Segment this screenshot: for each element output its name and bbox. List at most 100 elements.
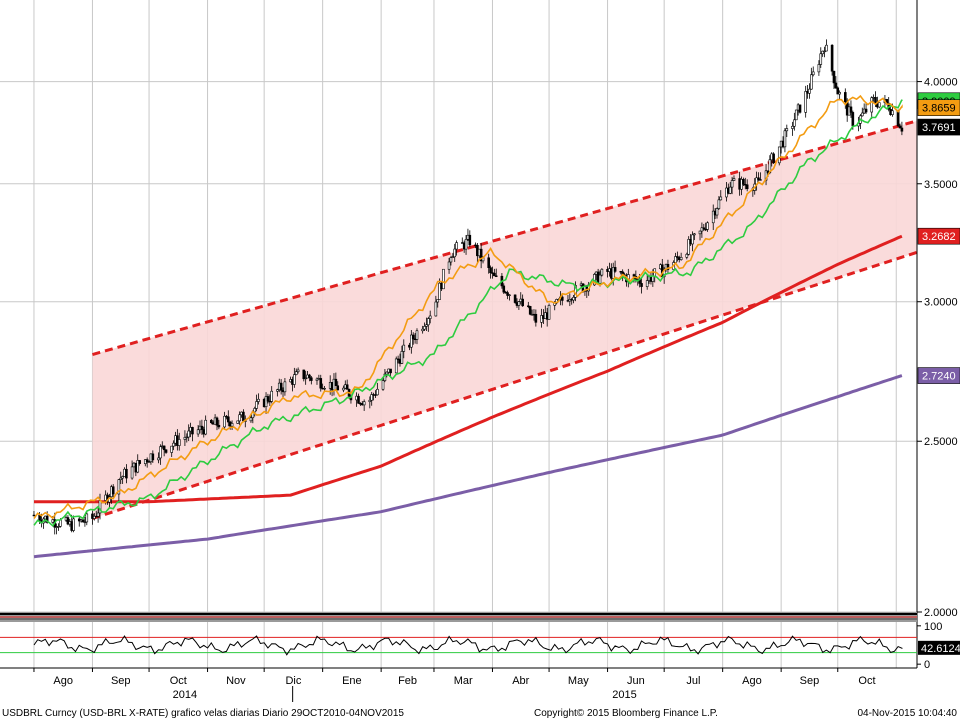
candle-body	[138, 460, 141, 464]
candle-body	[370, 394, 374, 401]
value-badge-text: 3.8659	[922, 103, 956, 115]
candle-body	[693, 233, 696, 236]
candle-body	[728, 186, 732, 194]
candle-body	[83, 521, 87, 524]
candle-body	[196, 429, 200, 435]
candle-body	[425, 324, 428, 327]
candle-body	[177, 439, 181, 446]
candle-body	[864, 108, 868, 113]
candle-body	[870, 97, 874, 113]
candle-body	[294, 371, 298, 375]
candle-body	[270, 390, 274, 402]
candle-body	[334, 378, 338, 387]
candle-body	[185, 436, 189, 439]
candle-body	[111, 486, 115, 495]
candle-body	[66, 517, 70, 525]
x-axis: Ago Sep Oct Nov Dic Ene Feb Mar Abr May Jun Jul Ago S…	[0, 667, 917, 702]
value-badge	[917, 99, 960, 116]
x-axis-year-labels: 2014 2015	[173, 686, 637, 702]
candle-body	[204, 419, 207, 435]
candle-body	[830, 44, 834, 72]
candle-body	[793, 119, 796, 127]
candle-body	[794, 109, 798, 121]
candle-body	[785, 128, 789, 132]
y-tick-label: 3.5000	[924, 179, 958, 191]
x-tick-label: Feb	[398, 675, 417, 687]
candle-body	[851, 112, 855, 127]
candle-body	[832, 70, 836, 84]
candle-body	[513, 294, 517, 303]
channel-fill	[92, 120, 918, 519]
value-badge	[917, 118, 960, 136]
candle-body	[257, 398, 260, 402]
candle-body	[896, 110, 900, 127]
x-tick-label: Ene	[342, 675, 362, 687]
candle-body	[449, 257, 453, 263]
candle-body	[400, 351, 404, 364]
candle-body	[187, 430, 190, 438]
candle-body	[487, 257, 490, 268]
candle-body	[719, 196, 723, 201]
candle-body	[357, 395, 360, 404]
candle-body	[493, 272, 496, 277]
candle-body	[506, 292, 509, 296]
candle-body	[560, 296, 564, 301]
x-tick-label: Nov	[226, 675, 246, 687]
candle-body	[598, 274, 602, 284]
y-tick-label: 2.5000	[924, 436, 958, 448]
candle-body	[210, 419, 213, 424]
candle-body	[804, 91, 807, 113]
candle-body	[891, 110, 894, 115]
candle-body	[362, 401, 366, 406]
y-tick-label: 2.0000	[924, 607, 958, 619]
candle-body	[315, 378, 319, 381]
candle-body	[93, 515, 96, 519]
x-tick-label: Dic	[285, 675, 301, 687]
candle-body	[345, 384, 349, 390]
candle-body	[849, 106, 853, 113]
candle-body	[394, 358, 398, 374]
panel-separator	[0, 612, 917, 622]
oscillator-last-value-badge: 42.6124	[918, 640, 960, 655]
candle-body	[836, 87, 840, 95]
candle-body	[308, 374, 311, 379]
sma-short-line	[33, 94, 903, 520]
candle-body	[687, 239, 690, 255]
candle-body	[170, 445, 174, 453]
candle-body	[455, 242, 458, 250]
candle-body	[423, 326, 426, 330]
candle-body	[266, 396, 270, 402]
value-badge	[917, 227, 960, 245]
candle-body	[304, 377, 307, 380]
candle-body	[151, 453, 155, 461]
candle-body	[732, 178, 736, 181]
candle-body	[215, 417, 219, 426]
candle-body	[191, 427, 194, 435]
candle-body	[528, 306, 532, 315]
candle-body	[81, 519, 85, 523]
candle-body	[772, 153, 775, 164]
x-tick-label: Sep	[800, 675, 820, 687]
candle-body	[534, 313, 538, 323]
x-tick-label: Mar	[454, 675, 473, 687]
candle-body	[57, 526, 60, 528]
candle-body	[698, 230, 702, 235]
candle-body	[164, 449, 168, 453]
channel-lower-line	[91, 250, 918, 520]
candle-body	[172, 442, 175, 447]
candle-body	[874, 97, 877, 104]
candle-body	[572, 297, 575, 301]
candle-body	[159, 446, 162, 459]
candle-body	[72, 518, 75, 531]
x-tick-label: May	[568, 675, 589, 687]
candle-body	[898, 125, 902, 129]
candle-body	[59, 519, 62, 527]
candle-body	[600, 268, 604, 276]
candle-body	[715, 208, 719, 216]
candle-body	[877, 102, 881, 108]
candle-body	[730, 180, 734, 188]
candle-body	[811, 71, 815, 76]
candle-body	[200, 425, 204, 430]
candle-body	[319, 378, 323, 389]
